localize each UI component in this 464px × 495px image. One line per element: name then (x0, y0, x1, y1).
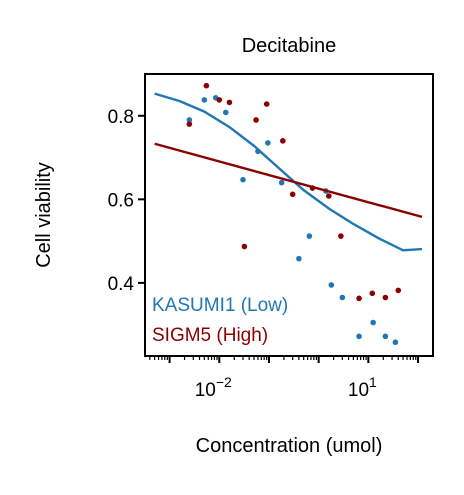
data-point-kasumi1-11 (328, 282, 335, 288)
data-point-kasumi1-14 (370, 319, 376, 326)
plot-frame (144, 73, 434, 357)
x-tick-label-0: 10−2 (195, 374, 232, 401)
x-tick-label-1: 101 (348, 374, 377, 401)
data-point-kasumi1-1 (201, 97, 208, 103)
data-point-sigm5-1 (203, 82, 210, 89)
y-axis-label: Cell viability (33, 162, 55, 268)
data-point-sigm5-9 (309, 185, 316, 191)
chart-title: Decitabine (242, 35, 337, 57)
chart-marks (154, 82, 423, 346)
y-tick-label-0: 0.4 (108, 274, 135, 295)
data-point-kasumi1-13 (356, 333, 362, 340)
data-point-kasumi1-16 (392, 339, 399, 346)
axis-ticks: 0.4 0.6 0.8 10−2 101 (108, 107, 420, 401)
data-point-kasumi1-5 (255, 148, 261, 155)
data-point-sigm5-10 (326, 193, 332, 199)
data-point-sigm5-4 (241, 243, 248, 250)
fit-line-kasumi1 (154, 92, 423, 252)
data-point-kasumi1-6 (265, 140, 271, 146)
data-point-kasumi1-7 (278, 179, 285, 186)
data-point-sigm5-13 (369, 290, 376, 297)
legend-sigm5: SIGM5 (High) (152, 325, 268, 346)
data-point-sigm5-2 (216, 97, 223, 103)
data-point-sigm5-5 (253, 117, 259, 123)
data-point-kasumi1-12 (339, 294, 346, 301)
x-axis-label: Concentration (umol) (196, 435, 383, 457)
data-point-sigm5-8 (289, 191, 296, 198)
data-point-sigm5-15 (395, 287, 402, 294)
y-tick-label-2: 0.8 (108, 107, 134, 128)
data-point-kasumi1-15 (382, 333, 389, 340)
legend-kasumi1: KASUMI1 (Low) (152, 295, 288, 316)
data-point-kasumi1-3 (222, 109, 229, 116)
data-point-sigm5-12 (356, 295, 362, 302)
data-point-sigm5-0 (186, 121, 193, 127)
data-point-sigm5-3 (226, 99, 233, 106)
data-point-sigm5-14 (382, 294, 389, 301)
data-point-kasumi1-0 (186, 117, 193, 123)
fit-line-sigm5 (154, 142, 423, 219)
data-point-kasumi1-9 (306, 233, 313, 239)
data-point-sigm5-7 (280, 138, 286, 144)
data-point-kasumi1-4 (240, 176, 246, 183)
data-point-kasumi1-8 (296, 255, 302, 262)
data-point-sigm5-6 (263, 101, 270, 107)
y-tick-label-1: 0.6 (108, 190, 134, 211)
data-point-sigm5-11 (338, 233, 344, 239)
